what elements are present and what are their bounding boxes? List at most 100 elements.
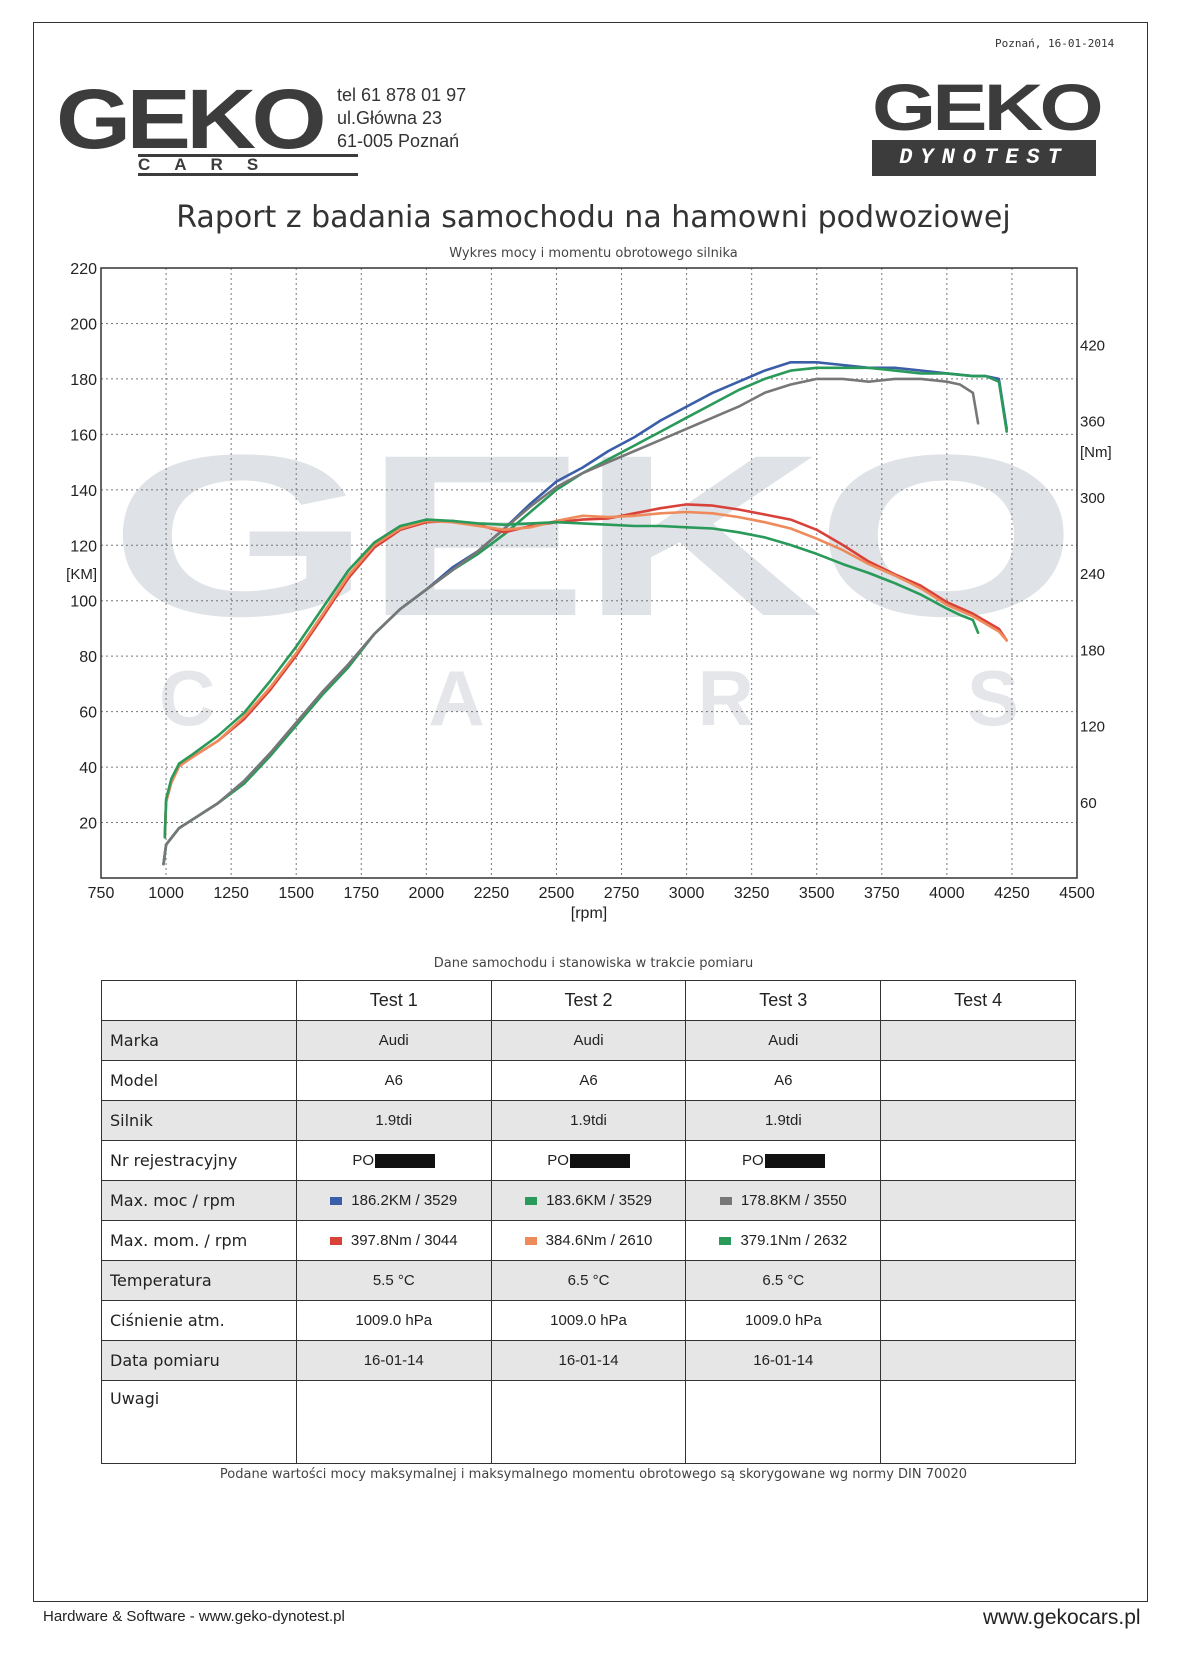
x-tick-label: 2250	[474, 885, 510, 902]
y-left-axis-label: [KM]	[66, 566, 97, 583]
table-cell: PO	[685, 1140, 882, 1181]
torque-curve-6	[163, 518, 980, 839]
table-caption: Dane samochodu i stanowiska w trakcie po…	[433, 956, 754, 971]
table-header-row: Test 1 Test 2 Test 3 Test 4	[101, 980, 1076, 1021]
cell-value: PO	[352, 1152, 375, 1169]
table-row: Data pomiaru 16-01-14 16-01-14 16-01-14	[101, 1340, 1076, 1381]
row-label: Ciśnienie atm.	[101, 1300, 297, 1341]
cell-value: 1009.0 hPa	[744, 1312, 822, 1329]
redaction-block	[375, 1154, 436, 1169]
measurement-table: Test 1 Test 2 Test 3 Test 4 Marka Audi Aud…	[101, 980, 1076, 1464]
table-row: Max. moc / rpm 186.2KM / 3529 183.6KM / 35…	[101, 1180, 1076, 1221]
y-left-tick-label: 80	[79, 649, 97, 666]
y-left-tick-label: 200	[70, 316, 97, 333]
row-label: Temperatura	[101, 1260, 297, 1301]
table-cell: 5.5 °C	[295, 1260, 492, 1301]
cell-value: 384.6Nm / 2610	[545, 1232, 653, 1249]
footer-software-link[interactable]: Hardware & Software - www.geko-dynotest.…	[43, 1608, 345, 1625]
table-cell	[880, 1220, 1076, 1261]
contact-info: tel 61 878 01 97 ul.Główna 23 61-005 Poz…	[337, 84, 466, 153]
cell-value: 16-01-14	[363, 1352, 424, 1369]
contact-city: 61-005 Poznań	[337, 131, 460, 151]
table-cell: 397.8Nm / 3044	[295, 1220, 492, 1261]
row-label: Uwagi	[101, 1380, 297, 1464]
y-left-tick-label: 60	[79, 705, 97, 722]
table-header-test4: Test 4	[880, 980, 1076, 1021]
geko-dynotest-logo-main: GEKO	[872, 70, 1104, 144]
y-left-tick-label: 40	[79, 760, 97, 777]
table-cell: Audi	[490, 1020, 687, 1061]
y-right-tick-label: 60	[1080, 795, 1097, 812]
x-tick-label: 4000	[929, 885, 965, 902]
table-cell	[880, 1380, 1076, 1464]
table-cell: 1009.0 hPa	[685, 1300, 882, 1341]
cell-value: 5.5 °C	[372, 1272, 415, 1289]
table-cell: 16-01-14	[685, 1340, 882, 1381]
y-left-tick-label: 120	[70, 538, 97, 555]
geko-cars-logo-main: GEKO	[56, 72, 327, 166]
geko-cars-logo: GEKO CARS	[56, 77, 358, 176]
contact-street: ul.Główna 23	[337, 108, 443, 128]
legend-swatch	[330, 1197, 343, 1206]
table-cell: 1.9tdi	[490, 1100, 687, 1141]
x-tick-label: 1000	[148, 885, 184, 902]
cell-value: 186.2KM / 3529	[351, 1192, 458, 1209]
legend-swatch	[329, 1237, 342, 1246]
y-left-tick-label: 180	[70, 372, 97, 389]
y-left-tick-label: 140	[70, 483, 97, 500]
cell-value: 1.9tdi	[570, 1112, 607, 1129]
table-cell: 1009.0 hPa	[295, 1300, 492, 1341]
cell-value: 16-01-14	[753, 1352, 814, 1369]
x-tick-label: 2000	[409, 885, 445, 902]
legend-swatch	[719, 1197, 732, 1206]
cell-value: A6	[774, 1072, 793, 1089]
x-axis-label: [rpm]	[571, 905, 607, 922]
table-cell: 1009.0 hPa	[490, 1300, 687, 1341]
x-tick-label: 3500	[799, 885, 835, 902]
chart-subtitle: Wykres mocy i momentu obrotowego silnika	[449, 246, 738, 261]
table-row: Model A6 A6 A6	[101, 1060, 1076, 1101]
table-cell	[880, 1340, 1076, 1381]
row-label: Max. mom. / rpm	[101, 1220, 297, 1261]
y-right-tick-label: 360	[1080, 414, 1105, 431]
table-row: Marka Audi Audi Audi	[101, 1020, 1076, 1061]
redaction-block	[569, 1154, 630, 1169]
cell-value: A6	[579, 1072, 598, 1089]
y-left-tick-label: 160	[70, 427, 97, 444]
x-tick-label: 4250	[994, 885, 1030, 902]
table-cell	[880, 1100, 1076, 1141]
page-frame	[33, 22, 1148, 1602]
table-cell: A6	[295, 1060, 492, 1101]
x-tick-label: 2500	[539, 885, 575, 902]
cell-value: Audi	[378, 1032, 409, 1049]
table-cell: PO	[490, 1140, 687, 1181]
cell-value: PO	[741, 1152, 764, 1169]
table-cell	[880, 1140, 1076, 1181]
x-tick-label: 2750	[604, 885, 640, 902]
legend-swatch	[719, 1237, 732, 1246]
table-header-empty	[101, 980, 297, 1021]
cell-value: 183.6KM / 3529	[546, 1192, 652, 1209]
table-row: Uwagi	[101, 1380, 1076, 1464]
table-cell: 178.8KM / 3550	[685, 1180, 882, 1221]
geko-cars-logo-sub: CARS	[138, 154, 358, 176]
footer-website-link[interactable]: www.gekocars.pl	[983, 1606, 1141, 1629]
cell-value: 1.9tdi	[764, 1112, 802, 1129]
x-tick-label: 750	[88, 885, 115, 902]
legend-swatch	[525, 1197, 538, 1206]
table-cell: 6.5 °C	[685, 1260, 882, 1301]
table-cell: 16-01-14	[295, 1340, 492, 1381]
row-label: Nr rejestracyjny	[101, 1140, 297, 1181]
y-right-tick-label: 180	[1080, 642, 1105, 659]
geko-dynotest-logo: GEKO DYNOTEST	[872, 74, 1104, 176]
table-cell: A6	[685, 1060, 882, 1101]
y-right-axis-label: [Nm]	[1080, 444, 1112, 461]
x-tick-label: 3750	[864, 885, 900, 902]
y-right-tick-label: 120	[1080, 719, 1105, 736]
report-title: Raport z badania samochodu na hamowni po…	[176, 200, 1011, 235]
cell-value: Audi	[573, 1032, 604, 1049]
table-cell: 6.5 °C	[490, 1260, 687, 1301]
table-cell: 186.2KM / 3529	[295, 1180, 492, 1221]
table-cell	[490, 1380, 687, 1464]
